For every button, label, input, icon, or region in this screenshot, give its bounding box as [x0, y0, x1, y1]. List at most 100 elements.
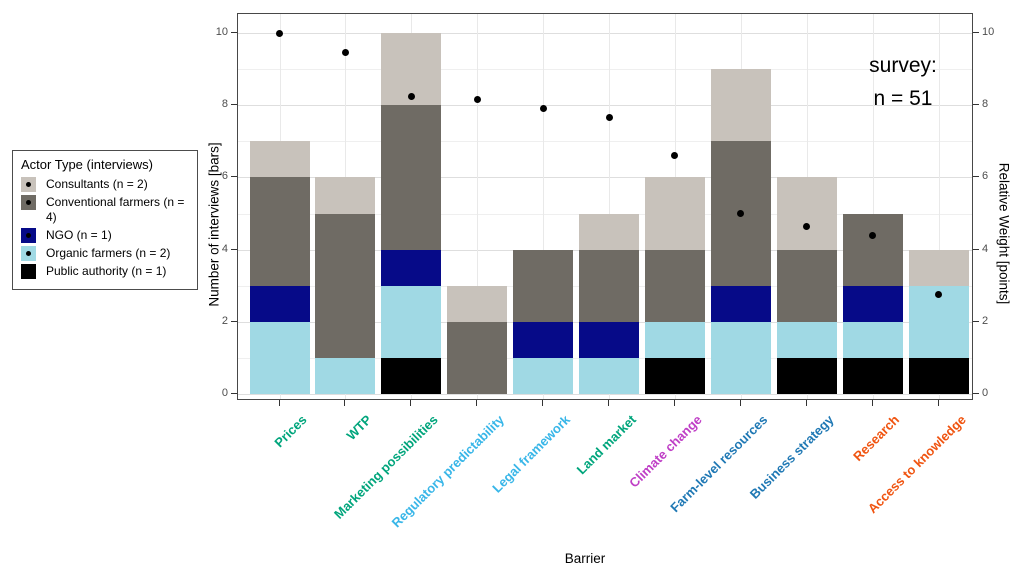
survey-annotation: survey: n = 51 [847, 50, 959, 115]
gridline-minor [238, 69, 972, 71]
gridline-vertical [873, 14, 874, 399]
legend-key-dot [26, 233, 31, 238]
bar-segment [843, 322, 903, 358]
y-tick-right [973, 320, 979, 322]
weight-point [341, 49, 349, 57]
y-tick-label-left: 10 [215, 26, 228, 38]
gridline-vertical [939, 14, 940, 399]
bar-segment [381, 286, 441, 358]
bar-segment [447, 286, 507, 322]
y-tick-label-right: 6 [982, 170, 989, 183]
survey-annotation-line1: survey: [869, 54, 937, 77]
y-tick-label-right: 0 [982, 387, 989, 399]
y-tick-label-right: 8 [982, 98, 989, 111]
bar-segment [315, 358, 375, 394]
gridline-major [238, 394, 972, 395]
y-tick-label-right: 10 [982, 26, 995, 38]
x-category-label: WTP [343, 412, 375, 444]
bar-segment [909, 250, 969, 286]
x-tick [872, 400, 873, 406]
x-tick [674, 400, 675, 406]
bar-segment [777, 358, 837, 394]
weight-point [473, 96, 481, 104]
gridline-major [238, 33, 972, 34]
y-tick-right [973, 32, 979, 33]
survey-annotation-line2: n = 51 [873, 86, 933, 110]
legend-box: Actor Type (interviews) Consultants (n =… [12, 150, 198, 290]
bar-segment [579, 250, 639, 322]
legend-key-swatch [21, 246, 36, 261]
bar-segment [843, 358, 903, 394]
legend-item: Public authority (n = 1) [21, 264, 189, 279]
y-tick-left [231, 320, 237, 322]
weight-point [671, 152, 679, 160]
y-tick-left [231, 32, 237, 33]
legend-item: Conventional farmers (n = 4) [21, 195, 189, 225]
legend-key-swatch [21, 228, 36, 243]
bar-segment [777, 250, 837, 322]
bar-segment [711, 322, 771, 394]
weight-point [407, 92, 415, 100]
bar-segment [579, 322, 639, 358]
bar-segment [250, 141, 310, 177]
y-tick-right [973, 393, 979, 394]
bar-segment [579, 214, 639, 250]
gridline-major [238, 105, 972, 107]
legend-key-swatch [21, 177, 36, 192]
bar-segment [315, 214, 375, 358]
legend-item-label: NGO (n = 1) [46, 228, 112, 242]
y-tick-left [231, 393, 237, 394]
x-tick [410, 400, 411, 406]
weight-point [276, 29, 283, 37]
gridline-major [238, 177, 972, 179]
y-tick-label-right: 2 [982, 314, 989, 327]
legend-item-label: Consultants (n = 2) [46, 177, 148, 191]
y-axis-title-right: Relative Weight [points] [996, 162, 1012, 305]
weight-point [803, 222, 811, 230]
legend-item: Organic farmers (n = 2) [21, 246, 189, 261]
gridline-vertical [609, 14, 610, 399]
legend-title: Actor Type (interviews) [21, 157, 153, 172]
y-tick-left [231, 248, 237, 250]
legend-key-swatch [21, 195, 36, 210]
y-tick-label-left: 4 [221, 242, 228, 255]
x-category-label: Prices [271, 412, 310, 451]
gridline-vertical [477, 14, 478, 399]
x-tick [344, 400, 345, 406]
legend-key-dot [26, 200, 31, 205]
bar-segment [645, 358, 705, 394]
weight-point [605, 114, 613, 122]
legend-key-swatch [21, 264, 36, 279]
legend-key-dot [26, 251, 31, 256]
bar-segment [645, 177, 705, 250]
bar-segment [645, 322, 705, 358]
weight-point [737, 210, 745, 217]
x-tick [938, 400, 939, 406]
bar-segment [777, 322, 837, 358]
weight-point [869, 231, 877, 239]
y-tick-label-left: 2 [221, 314, 228, 327]
x-category-label: Research [850, 412, 903, 465]
bar-segment [711, 286, 771, 322]
bar-segment [909, 358, 969, 394]
weight-point [539, 105, 547, 113]
legend-item: Consultants (n = 2) [21, 177, 189, 192]
x-category-label: Regulatory predictability [388, 412, 507, 531]
bar-segment [447, 322, 507, 394]
bar-segment [645, 250, 705, 322]
bar-segment [843, 214, 903, 286]
bar-segment [513, 322, 573, 358]
y-tick-label-left: 6 [221, 170, 228, 183]
gridline-minor [238, 141, 972, 143]
x-axis-title: Barrier [564, 551, 606, 566]
bar-segment [381, 250, 441, 286]
x-tick [608, 400, 609, 406]
x-tick [476, 400, 477, 406]
bar-segment [381, 105, 441, 250]
x-tick [279, 400, 280, 406]
y-tick-right [973, 248, 979, 250]
y-axis-title-left: Number of interviews [bars] [206, 142, 222, 307]
bar-segment [711, 69, 771, 141]
bar-segment [513, 358, 573, 394]
